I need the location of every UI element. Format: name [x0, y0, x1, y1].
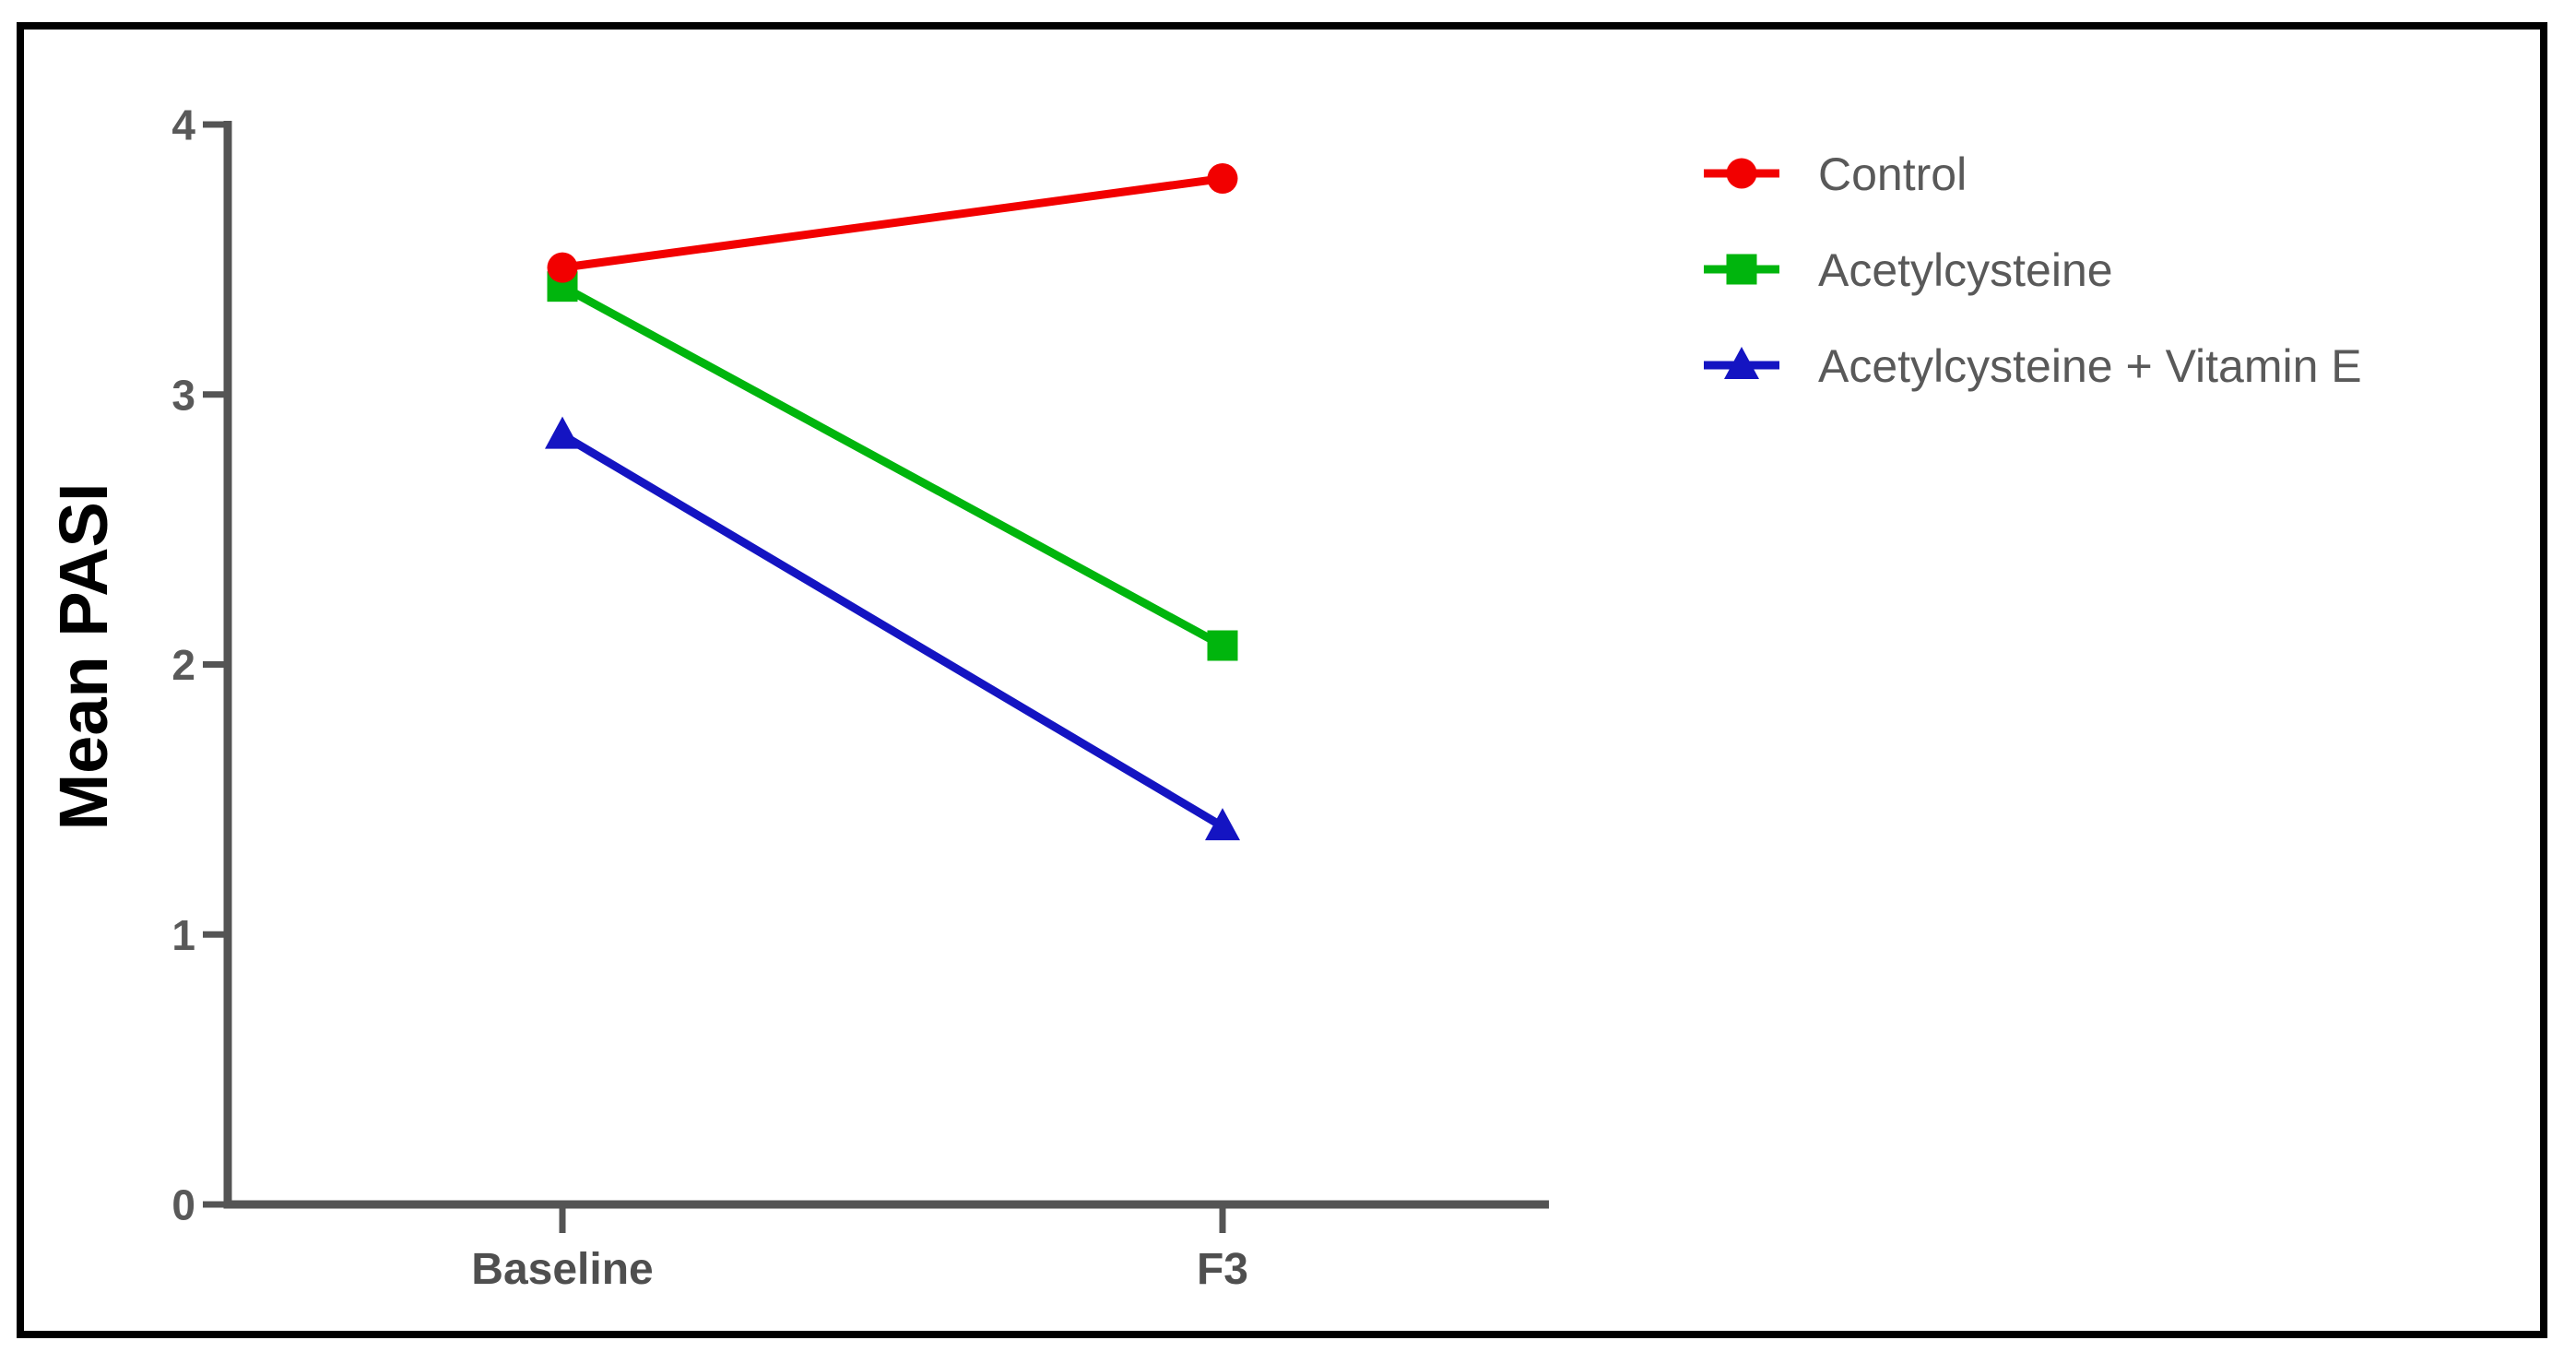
legend-marker-acetylcysteine	[1726, 254, 1757, 285]
legend-marker-control	[1726, 158, 1757, 189]
y-tick-label-1: 1	[171, 911, 195, 959]
y-tick-label-4: 4	[171, 101, 195, 149]
y-tick-label-3: 3	[171, 371, 195, 419]
legend-label-control: Control	[1818, 148, 1967, 200]
y-axis-title: Mean PASI	[45, 483, 122, 831]
legend-label-acetylcysteine: Acetylcysteine	[1818, 244, 2113, 296]
marker-control-f3	[1207, 163, 1238, 195]
series-line-acetylcysteine-vitamin-e	[560, 431, 1225, 831]
y-tick-label-0: 0	[171, 1181, 195, 1229]
x-tick-label-baseline: Baseline	[471, 1245, 653, 1294]
y-tick-label-2: 2	[171, 641, 195, 689]
marker-acetylcysteine-vitamin-e-baseline	[545, 416, 580, 449]
series-line-acetylcysteine	[560, 282, 1225, 649]
marker-acetylcysteine-f3	[1207, 630, 1238, 661]
figure-border	[17, 22, 2547, 1338]
series-line-control	[561, 174, 1223, 272]
legend-marker-acetylcysteine-vitamin-e	[1724, 347, 1759, 379]
x-tick-label-f3: F3	[1197, 1245, 1248, 1294]
legend-label-acetylcysteine-vitamin-e: Acetylcysteine + Vitamin E	[1818, 340, 2362, 392]
marker-acetylcysteine-vitamin-e-f3	[1205, 808, 1240, 841]
marker-control-baseline	[547, 252, 578, 283]
